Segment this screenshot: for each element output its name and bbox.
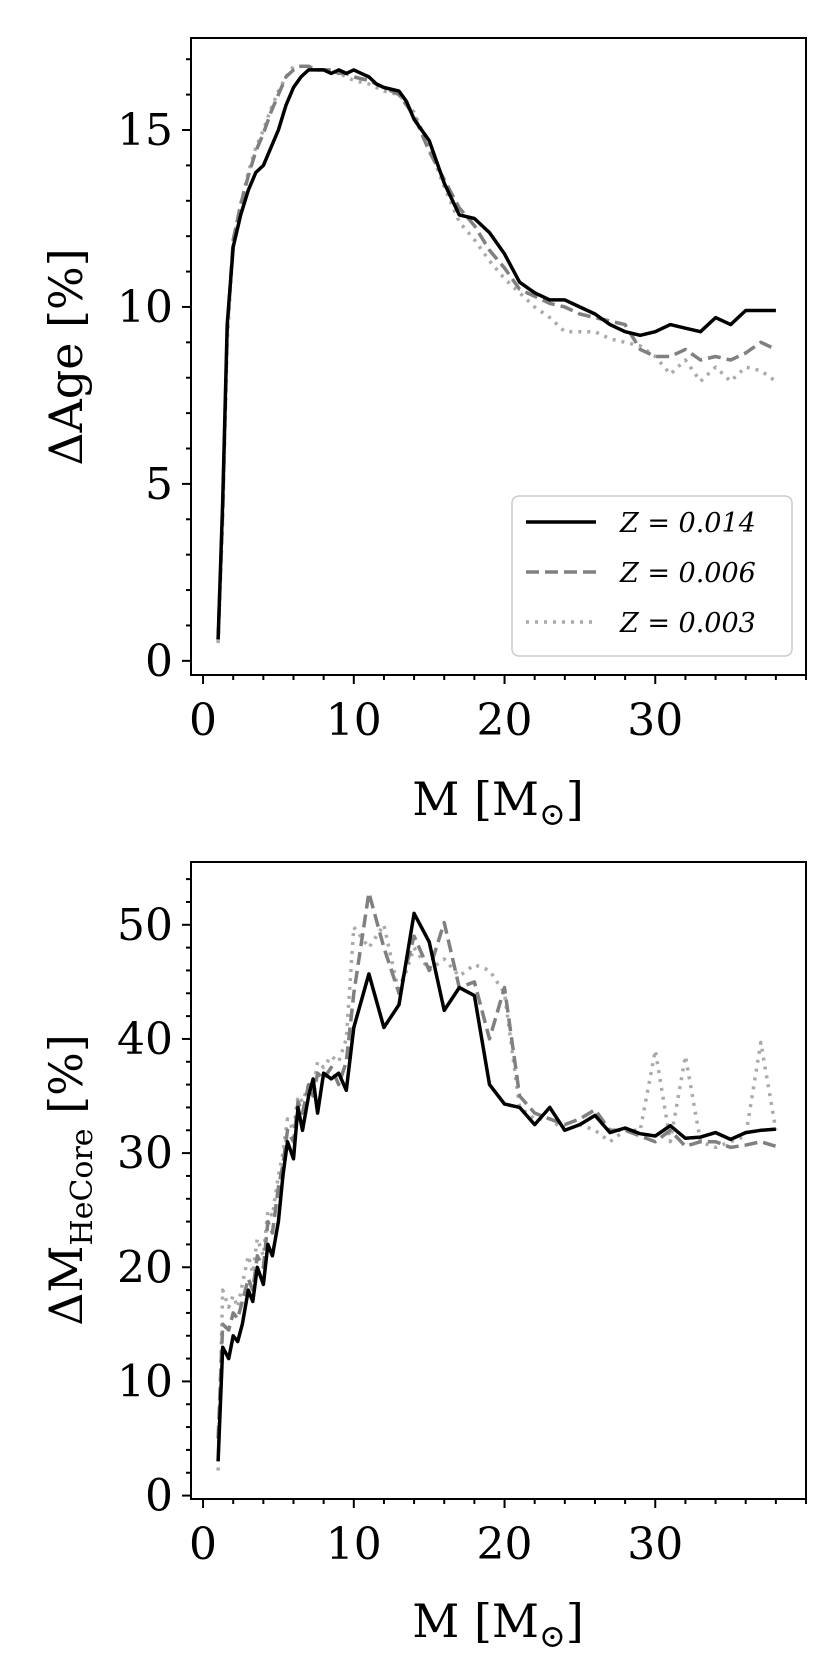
- series-lines: [216, 64, 777, 644]
- series-line-z0014: [216, 68, 776, 640]
- x-tick-label: 30: [627, 1519, 683, 1570]
- x-tick-label: 10: [326, 695, 382, 746]
- legend-label-z0003: Z = 0.003: [619, 608, 756, 639]
- series-line-z0006: [216, 64, 777, 640]
- legend: Z = 0.014 Z = 0.006 Z = 0.003: [511, 495, 793, 657]
- hecore-panel: 0 10 20 30 0 10 20 30 40 50 M [M⊙] ΔMHeCore [%]: [39, 861, 807, 1655]
- series-line-z0003: [216, 923, 778, 1471]
- x-tick-label: 0: [189, 1519, 217, 1570]
- y-tick-label: 50: [117, 900, 173, 951]
- y-tick-label: 5: [145, 459, 173, 510]
- y-axis-label: ΔMHeCore [%]: [39, 1034, 100, 1326]
- x-tick-label: 0: [189, 695, 217, 746]
- y-tick-label: 20: [117, 1242, 173, 1293]
- series-lines: [216, 891, 778, 1471]
- x-axis-label: M [M⊙]: [412, 1594, 584, 1655]
- y-tick-label: 0: [145, 1471, 173, 1522]
- y-tick-label: 40: [117, 1014, 173, 1065]
- y-tick-label: 15: [117, 105, 173, 156]
- solar-symbol: ⊙: [539, 795, 566, 833]
- x-axis-label: M [M⊙]: [412, 772, 584, 833]
- x-tick-label: 30: [627, 695, 683, 746]
- legend-frame: [511, 495, 793, 657]
- solar-symbol: ⊙: [539, 1617, 566, 1655]
- axis-ticks: 0 10 20 30 0 5 10 15: [117, 58, 807, 746]
- x-tick-label: 20: [477, 695, 533, 746]
- y-tick-label: 30: [117, 1128, 173, 1179]
- y-tick-label: 0: [145, 636, 173, 687]
- plot-frame: [190, 861, 807, 1500]
- x-tick-label: 10: [326, 1519, 382, 1570]
- y-tick-label: 10: [117, 282, 173, 333]
- axis-ticks: 0 10 20 30 0 10 20 30 40 50: [117, 878, 807, 1570]
- legend-label-z0014: Z = 0.014: [619, 508, 756, 539]
- age-panel: 0 10 20 30 0 5 10 15 M [M⊙] ΔAge [%] Z = 0.014 …: [39, 37, 807, 833]
- legend-label-z0006: Z = 0.006: [619, 558, 756, 589]
- y-tick-label: 10: [117, 1356, 173, 1407]
- series-line-z0014: [216, 911, 777, 1462]
- series-line-z0006: [216, 891, 777, 1439]
- y-axis-label: ΔAge [%]: [39, 248, 93, 465]
- x-tick-label: 20: [477, 1519, 533, 1570]
- plot-frame: [190, 37, 807, 676]
